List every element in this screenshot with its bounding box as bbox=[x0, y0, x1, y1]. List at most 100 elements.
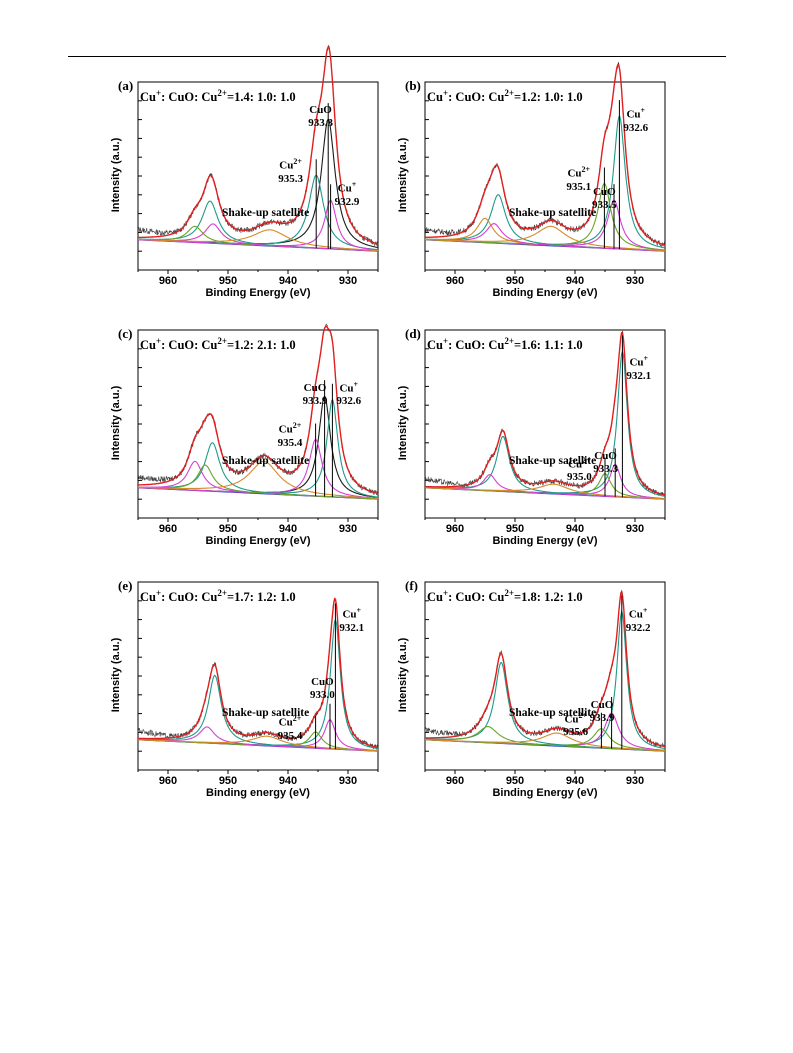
peak-annotation-energy: 935.4 bbox=[277, 729, 303, 742]
ratio-mid: : CuO: Cu bbox=[161, 338, 218, 353]
component-peak-line bbox=[138, 442, 378, 500]
peak-annotation-energy: 933.5 bbox=[592, 199, 617, 212]
panel-label: (f) bbox=[405, 578, 418, 593]
peak-annotation-name: Cu bbox=[564, 713, 579, 726]
peak-annotation: Cu+ 932.2 bbox=[626, 604, 651, 635]
shake-up-satellite-label: Shake-up satellite bbox=[222, 207, 310, 220]
shake-up-satellite-label: Shake-up satellite bbox=[509, 207, 597, 220]
peak-annotation-name: Cu bbox=[279, 159, 294, 172]
peak-annotation-name: Cu bbox=[568, 458, 583, 471]
peak-annotation-energy: 935.6 bbox=[563, 726, 589, 739]
ratio-label: Cu+: CuO: Cu2+=1.2: 2.1: 1.0 bbox=[140, 336, 296, 353]
xps-plot: 960 950 940 930 bbox=[424, 581, 666, 787]
x-tick-label: 960 bbox=[159, 775, 177, 787]
x-tick-label: 950 bbox=[219, 775, 237, 787]
peak-annotation-charge: 2+ bbox=[582, 455, 591, 465]
panel-c: 960 950 940 930 (c) Cu+: CuO: Cu2+=1.2: 2.1: … bbox=[110, 320, 386, 548]
peak-annotation-charge: 2+ bbox=[578, 710, 588, 720]
y-axis-label: Intensity (a.u.) bbox=[397, 385, 409, 461]
peak-annotation: Cu+ 932.9 bbox=[335, 178, 360, 209]
ratio-cu: Cu bbox=[427, 90, 443, 105]
x-axis-label: Binding Energy (eV) bbox=[205, 535, 311, 547]
ratio-mid: : CuO: Cu bbox=[448, 90, 505, 105]
y-axis-label: Intensity (a.u.) bbox=[397, 637, 409, 713]
peak-annotation-charge: 2+ bbox=[293, 157, 302, 167]
peak-annotation-name: Cu bbox=[278, 716, 293, 729]
xps-plot: 960 950 940 930 bbox=[424, 62, 666, 287]
ratio-sup-2plus: 2+ bbox=[504, 88, 515, 98]
fit-envelope-line bbox=[138, 597, 379, 749]
ratio-sup-plus: + bbox=[442, 88, 449, 98]
panel-label: (d) bbox=[405, 326, 421, 341]
ratio-values: =1.2: 1.0: 1.0 bbox=[514, 90, 583, 105]
x-tick-label: 950 bbox=[506, 275, 524, 287]
page-rule bbox=[68, 56, 726, 57]
ratio-cu: Cu bbox=[140, 338, 156, 353]
peak-annotation-charge: + bbox=[640, 106, 646, 115]
x-tick-label: 950 bbox=[219, 523, 237, 535]
x-tick-label: 940 bbox=[566, 775, 584, 787]
peak-annotation: CuO 933.3 bbox=[593, 450, 618, 476]
ratio-values: =1.6: 1.1: 1.0 bbox=[514, 338, 583, 353]
x-tick-label: 940 bbox=[566, 523, 584, 535]
y-axis-label: Intensity (a.u.) bbox=[397, 137, 409, 213]
panel-b: 960 950 940 930 (b) Cu+: CuO: Cu2+=1.2: 1.0: … bbox=[397, 62, 673, 300]
panel-label: (c) bbox=[118, 326, 133, 341]
peak-annotation-name: CuO bbox=[590, 698, 614, 711]
y-axis-label: Intensity (a.u.) bbox=[110, 385, 122, 461]
ratio-cu: Cu bbox=[427, 338, 443, 353]
x-tick-label: 950 bbox=[506, 523, 524, 535]
peak-annotation-charge: + bbox=[642, 606, 648, 615]
x-tick-label: 930 bbox=[339, 275, 357, 287]
component-peak-line bbox=[137, 735, 379, 752]
x-tick-label: 960 bbox=[446, 275, 464, 287]
peak-annotation-energy: 933.0 bbox=[310, 688, 335, 701]
peak-annotation-energy: 933.9 bbox=[302, 395, 328, 408]
peak-annotation-energy: 935.1 bbox=[566, 181, 592, 194]
x-tick-label: 960 bbox=[159, 523, 177, 535]
peak-annotation: CuO 933.3 bbox=[308, 104, 333, 130]
ratio-label: Cu+: CuO: Cu2+=1.4: 1.0: 1.0 bbox=[140, 88, 296, 105]
peak-annotation-name: Cu bbox=[626, 108, 641, 121]
panel-f: 960 950 940 930 (f) Cu+: CuO: Cu2+=1.8: 1.2: … bbox=[397, 572, 673, 800]
panel-label: (a) bbox=[118, 78, 134, 93]
x-axis-label: Binding Energy (eV) bbox=[492, 287, 598, 299]
peak-annotation: Cu2+ 935.1 bbox=[566, 163, 591, 194]
component-peak-line bbox=[138, 229, 378, 252]
peak-annotation: CuO 933.5 bbox=[592, 186, 617, 212]
ratio-label: Cu+: CuO: Cu2+=1.2: 1.0: 1.0 bbox=[427, 88, 583, 105]
peak-annotation-energy: 933.3 bbox=[593, 463, 618, 476]
ratio-sup-plus: + bbox=[155, 88, 162, 98]
shake-up-satellite-label: Shake-up satellite bbox=[509, 707, 597, 720]
ratio-values: =1.4: 1.0: 1.0 bbox=[227, 90, 296, 105]
fit-envelope-line bbox=[138, 325, 379, 495]
peak-annotation-charge: + bbox=[643, 354, 649, 363]
x-tick-label: 960 bbox=[446, 775, 464, 787]
peak-annotation-energy: 932.2 bbox=[625, 621, 651, 634]
peak-annotation-name: CuO bbox=[303, 382, 327, 395]
ratio-sup-plus: + bbox=[155, 588, 162, 598]
x-tick-label: 940 bbox=[279, 523, 297, 535]
x-tick-label: 960 bbox=[159, 275, 177, 287]
peak-annotation: Cu+ 932.6 bbox=[623, 104, 648, 135]
xps-plot: 960 950 940 930 bbox=[424, 329, 666, 535]
component-peak-line bbox=[137, 464, 379, 500]
peak-annotation-name: Cu bbox=[342, 608, 357, 621]
ratio-sup-2plus: 2+ bbox=[217, 336, 228, 346]
component-peak-line bbox=[424, 726, 666, 752]
peak-annotation-name: Cu bbox=[567, 168, 582, 181]
peak-annotation-charge: + bbox=[351, 180, 357, 190]
component-peak-line bbox=[424, 483, 666, 500]
component-peak-line bbox=[425, 225, 666, 252]
component-peak-line bbox=[425, 732, 666, 752]
peak-annotation-charge: + bbox=[356, 606, 362, 615]
peak-annotation-name: CuO bbox=[593, 186, 616, 199]
peak-annotation-energy: 935.0 bbox=[567, 471, 592, 484]
component-peak-line bbox=[425, 217, 666, 252]
x-tick-label: 930 bbox=[626, 275, 644, 287]
ratio-sup-2plus: 2+ bbox=[504, 336, 515, 346]
fit-envelope-line bbox=[425, 331, 666, 496]
peak-annotation-energy: 932.9 bbox=[334, 195, 360, 208]
x-axis-label: Binding Energy (eV) bbox=[205, 287, 311, 299]
panel-e: 960 950 940 930 (e) Cu+: CuO: Cu2+=1.7: 1.2: … bbox=[110, 572, 386, 800]
